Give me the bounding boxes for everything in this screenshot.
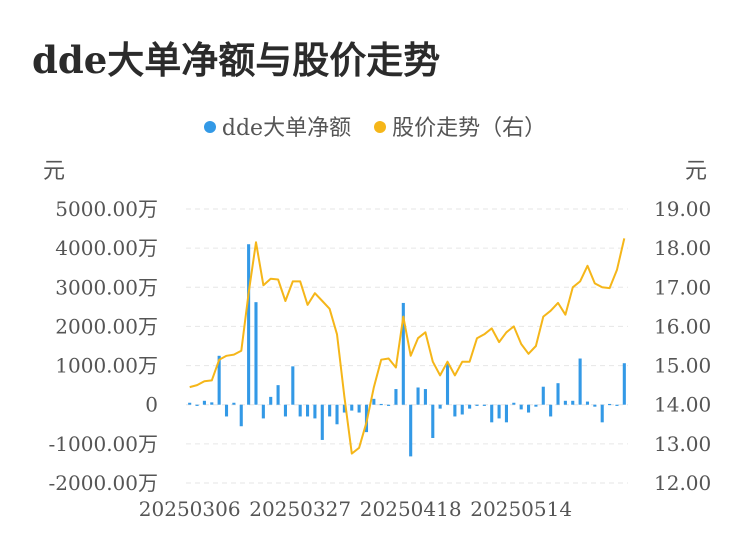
- left-tick-label: -1000.00万: [49, 432, 158, 456]
- dde-bars: [188, 244, 626, 457]
- dde-bar: [379, 403, 383, 406]
- dde-bar: [608, 403, 612, 406]
- dde-bar: [423, 389, 427, 405]
- x-tick-label: 20250418: [360, 497, 462, 521]
- left-tick-label: 1000.00万: [55, 354, 158, 378]
- right-tick-label: 16.00: [654, 314, 711, 338]
- dde-bar: [460, 404, 464, 415]
- dde-bar: [445, 363, 450, 405]
- dde-bar: [504, 404, 508, 423]
- right-tick-label: 18.00: [654, 236, 711, 260]
- chart-legend: dde大单净额 股价走势（右）: [0, 110, 750, 142]
- dde-bar: [357, 404, 361, 413]
- dde-bar: [593, 404, 597, 407]
- dde-bar: [512, 402, 516, 405]
- dde-bar: [217, 355, 221, 405]
- dde-bar: [438, 404, 442, 409]
- x-tick-label: 20250514: [470, 497, 572, 521]
- x-tick-label: 20250327: [249, 497, 351, 521]
- right-tick-label: 13.00: [654, 432, 711, 456]
- dde-bar: [247, 244, 251, 405]
- right-tick-label: 17.00: [654, 275, 711, 299]
- dde-bar: [541, 386, 545, 405]
- legend-label-dde: dde大单净额: [221, 116, 352, 141]
- dde-bar: [320, 404, 324, 440]
- legend-item-dde[interactable]: dde大单净额: [203, 110, 352, 142]
- dde-bar: [394, 389, 398, 405]
- right-axis-ticks: 19.00 18.00 17.00 16.00 15.00 14.00 13.00 12.00: [654, 197, 711, 495]
- dde-bar: [224, 404, 229, 417]
- chart-title: dde大单净额与股价走势: [32, 38, 441, 82]
- dde-bar: [350, 404, 354, 411]
- grid-lines: [186, 208, 628, 484]
- dde-bar: [269, 396, 273, 405]
- dde-bar: [622, 363, 626, 405]
- left-axis-unit: 元: [43, 159, 65, 184]
- dde-bar: [188, 402, 192, 405]
- legend-item-price[interactable]: 股价走势（右）: [374, 110, 546, 142]
- dde-bar: [578, 358, 582, 405]
- left-tick-label: 3000.00万: [55, 275, 158, 299]
- price-line: [189, 238, 626, 455]
- legend-marker-price: [374, 121, 387, 133]
- dde-bar: [431, 404, 435, 438]
- right-tick-label: 15.00: [654, 354, 711, 378]
- dde-bar: [563, 400, 567, 405]
- dde-bar: [401, 302, 405, 405]
- dde-bar: [409, 404, 413, 457]
- dde-bar: [202, 400, 206, 405]
- dde-bar: [490, 404, 494, 423]
- dde-bar: [416, 387, 420, 405]
- dde-bar: [342, 404, 346, 413]
- dde-bar: [261, 404, 265, 419]
- right-tick-label: 14.00: [654, 393, 711, 417]
- dde-bar: [372, 398, 376, 405]
- right-tick-label: 12.00: [654, 471, 711, 495]
- dde-bar: [600, 404, 604, 423]
- dde-bar: [298, 404, 302, 417]
- dde-bar: [313, 404, 317, 419]
- legend-marker-dde: [203, 121, 216, 133]
- dde-bar: [306, 404, 310, 417]
- dde-bar: [195, 404, 199, 406]
- x-tick-label: 20250306: [139, 497, 241, 521]
- dde-bar: [615, 404, 619, 406]
- dde-bar: [328, 404, 332, 417]
- dde-bar: [585, 401, 590, 405]
- dde-bar: [276, 385, 280, 405]
- dde-bar: [571, 400, 575, 405]
- right-axis-unit: 元: [685, 159, 707, 184]
- left-axis-ticks: 5000.00万 4000.00万 3000.00万 2000.00万 1000.00万…: [49, 197, 158, 495]
- price-line-group: [189, 238, 626, 455]
- left-tick-label: 4000.00万: [55, 236, 158, 260]
- left-tick-label: -2000.00万: [49, 471, 158, 495]
- dde-bar: [453, 404, 457, 417]
- dde-bar: [335, 404, 339, 425]
- dde-bar: [534, 404, 538, 407]
- left-tick-label: 5000.00万: [55, 197, 158, 221]
- right-tick-label: 19.00: [654, 197, 711, 221]
- dde-bar: [291, 366, 295, 405]
- dde-bar: [482, 404, 486, 406]
- dde-bar: [497, 404, 501, 419]
- dde-bar: [527, 404, 531, 413]
- x-axis-ticks: 20250306 20250327 20250418 20250514: [139, 497, 572, 521]
- dde-bar: [475, 404, 479, 406]
- dde-bar: [232, 402, 236, 405]
- dde-bar: [556, 383, 560, 405]
- left-tick-label: 2000.00万: [55, 314, 158, 338]
- dde-bar: [387, 404, 391, 406]
- left-tick-label: 0: [145, 393, 158, 417]
- dde-bar: [239, 404, 243, 427]
- dde-bar: [549, 404, 553, 417]
- dde-bar: [519, 404, 523, 410]
- dde-bar: [210, 402, 214, 405]
- dde-bar: [283, 404, 287, 417]
- dde-bar: [468, 404, 472, 409]
- dde-bar: [254, 302, 258, 405]
- legend-label-price: 股价走势（右）: [392, 116, 547, 141]
